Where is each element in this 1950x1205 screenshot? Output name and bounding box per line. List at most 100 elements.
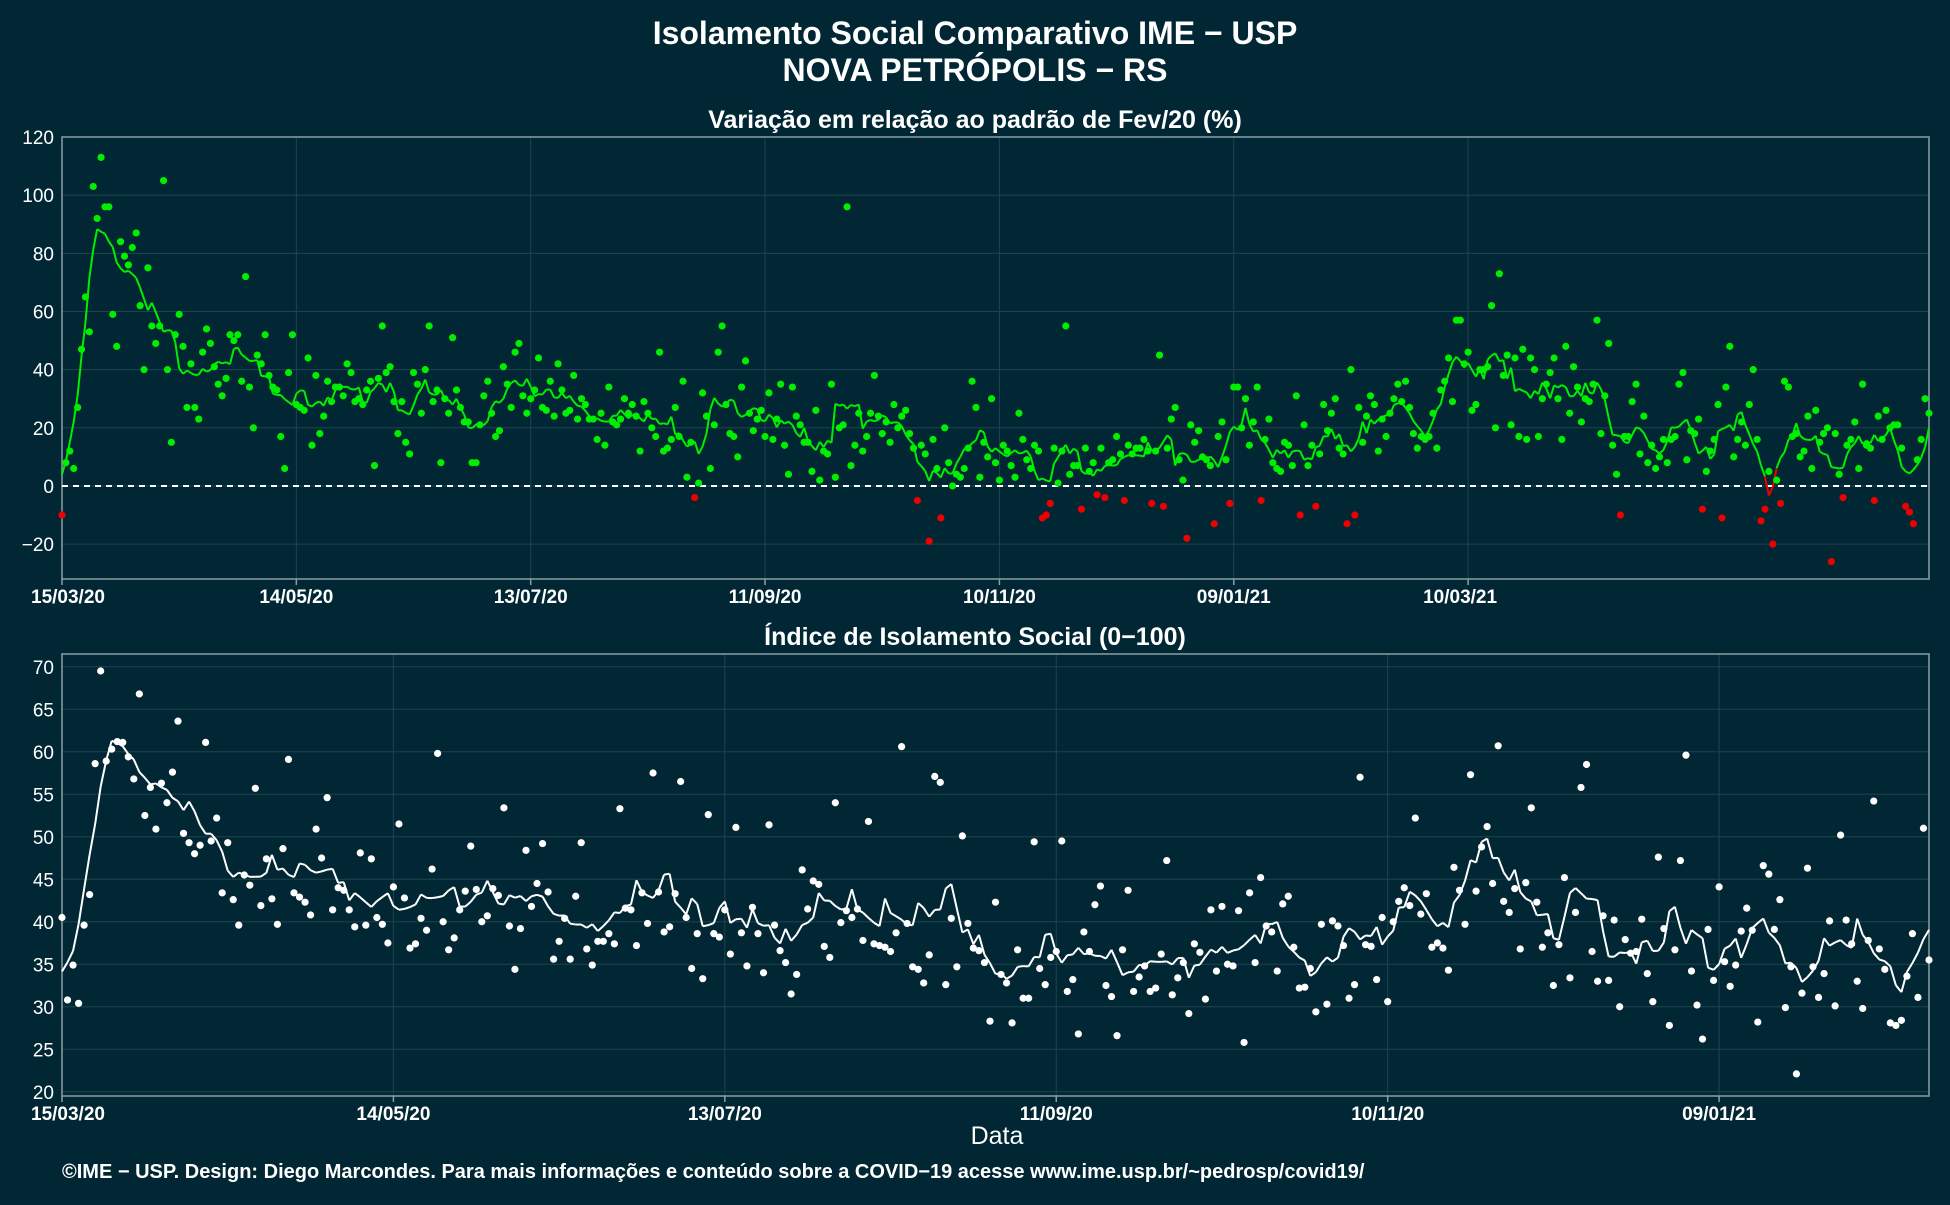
moving-average-segment (1531, 391, 1535, 398)
moving-average-segment (535, 394, 539, 396)
data-point (1906, 509, 1913, 516)
moving-average-segment (785, 422, 789, 424)
data-point (1588, 948, 1595, 955)
data-point (694, 930, 701, 937)
moving-average-segment (1652, 449, 1656, 450)
data-point (597, 410, 604, 417)
moving-average-segment (1273, 450, 1277, 458)
moving-average-segment (1835, 940, 1841, 942)
data-point (1359, 439, 1366, 446)
data-point (1054, 479, 1061, 486)
moving-average-segment (1304, 458, 1308, 460)
data-point (711, 421, 718, 428)
moving-average-segment (598, 926, 604, 931)
data-point (359, 401, 366, 408)
data-point (910, 445, 917, 452)
data-point (329, 906, 336, 913)
data-point (265, 372, 272, 379)
data-point (156, 322, 163, 329)
data-point (621, 395, 628, 402)
moving-average-segment (1691, 930, 1697, 934)
moving-average-segment (1841, 940, 1847, 945)
moving-average-segment (128, 271, 132, 274)
data-point (926, 951, 933, 958)
data-point (1527, 354, 1534, 361)
data-point (793, 413, 800, 420)
moving-average-segment (1299, 958, 1305, 961)
data-point (1401, 884, 1408, 891)
moving-average-segment (1066, 445, 1070, 454)
data-point (196, 842, 203, 849)
data-point (863, 433, 870, 440)
data-point (1379, 914, 1386, 921)
data-point (1523, 436, 1530, 443)
moving-average-segment (550, 390, 554, 398)
data-point (1324, 427, 1331, 434)
moving-average-segment (1456, 357, 1460, 361)
data-point (320, 413, 327, 420)
data-point (1804, 413, 1811, 420)
moving-average-segment (1695, 442, 1699, 453)
data-point (601, 442, 608, 449)
data-point (965, 445, 972, 452)
y-tick-label: 35 (33, 955, 54, 976)
moving-average-segment (1909, 470, 1913, 474)
data-point (992, 459, 999, 466)
data-point (1577, 784, 1584, 791)
data-point (1290, 944, 1297, 951)
data-point (574, 415, 581, 422)
data-point (922, 450, 929, 457)
data-point (760, 969, 767, 976)
data-point (398, 398, 405, 405)
x-tick-label: 13/07/20 (688, 1104, 762, 1125)
data-point (1257, 497, 1264, 504)
data-point (263, 855, 270, 862)
moving-average-segment (78, 356, 82, 395)
moving-average-segment (1101, 466, 1105, 471)
moving-average-segment (532, 895, 538, 896)
moving-average-segment (393, 906, 399, 910)
data-point (957, 474, 964, 481)
data-point (1506, 909, 1513, 916)
data-point (953, 963, 960, 970)
moving-average-segment (386, 383, 390, 392)
moving-average-segment (891, 913, 897, 916)
data-point (379, 921, 386, 928)
data-point (508, 404, 515, 411)
moving-average-segment (124, 271, 128, 272)
moving-average-segment (1374, 419, 1378, 423)
data-point (363, 386, 370, 393)
moving-average-segment (1647, 941, 1653, 951)
data-point (961, 465, 968, 472)
data-point (1386, 410, 1393, 417)
moving-average-segment (1603, 931, 1609, 956)
data-point (478, 918, 485, 925)
moving-average-segment (1898, 451, 1902, 467)
data-point (462, 888, 469, 895)
data-point (804, 439, 811, 446)
moving-average-segment (482, 881, 488, 893)
moving-average-segment (543, 897, 549, 907)
data-point (1903, 973, 1910, 980)
data-point (1320, 401, 1327, 408)
data-point (1218, 903, 1225, 910)
data-point (1898, 1017, 1905, 1024)
data-point (1257, 874, 1264, 881)
moving-average-segment (1550, 385, 1554, 398)
moving-average-segment (1656, 450, 1660, 453)
data-point (582, 401, 589, 408)
moving-average-segment (1874, 435, 1878, 441)
data-point (1843, 916, 1850, 923)
data-point (976, 474, 983, 481)
moving-average-segment (1609, 418, 1613, 435)
data-point (605, 930, 612, 937)
moving-average-segment (417, 389, 421, 395)
moving-average-segment (1559, 917, 1565, 940)
data-point (1816, 439, 1823, 446)
data-point (296, 894, 303, 901)
data-point (340, 392, 347, 399)
data-point (125, 753, 132, 760)
data-point (92, 760, 99, 767)
data-point (1011, 474, 1018, 481)
